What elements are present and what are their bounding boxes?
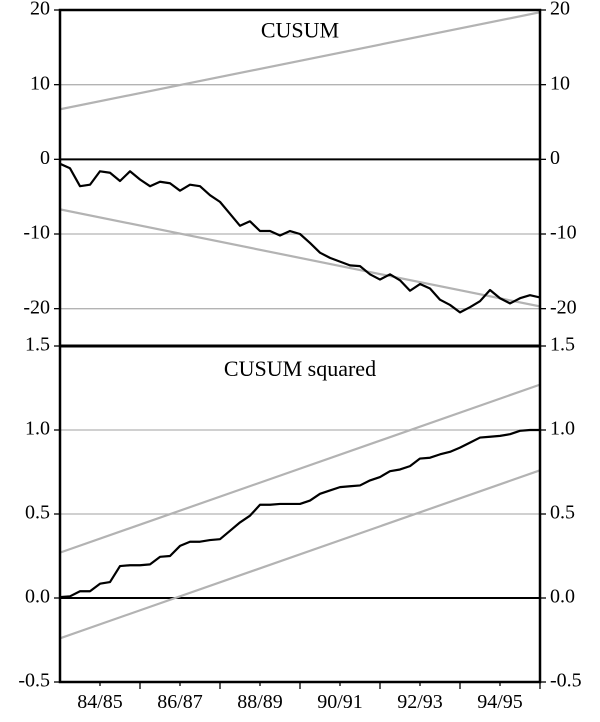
y-tick-label-right: -20 xyxy=(550,296,577,318)
y-tick-label-left: 20 xyxy=(30,0,50,20)
y-tick-label-left: 1.0 xyxy=(25,418,50,440)
y-tick-label-right: 0 xyxy=(550,147,560,169)
panel-title-cusum: CUSUM xyxy=(261,17,339,42)
y-tick-label-right: 0.0 xyxy=(550,586,575,608)
y-tick-label-right: 10 xyxy=(550,72,570,94)
y-tick-label-left: -0.5 xyxy=(18,670,50,692)
cusum-test-chart: CUSUM -20 -20 -10 -10 0 0 10 10 20 20 CUSUM squared… xyxy=(0,0,600,722)
y-tick-label-left: 0 xyxy=(40,147,50,169)
x-tick-label: 94/95 xyxy=(477,691,523,713)
y-tick-label-left: 10 xyxy=(30,72,50,94)
chart-svg: CUSUM -20 -20 -10 -10 0 0 10 10 20 20 CUSUM squared… xyxy=(0,0,600,722)
y-tick-label-right: 1.0 xyxy=(550,418,575,440)
y-tick-label-left: 0.0 xyxy=(25,586,50,608)
y-tick-label-right: -0.5 xyxy=(550,670,582,692)
y-tick-label-right: 0.5 xyxy=(550,502,575,524)
y-tick-label-right: 1.5 xyxy=(550,334,575,356)
y-tick-label-left: 1.5 xyxy=(25,334,50,356)
x-tick-label: 84/85 xyxy=(77,691,123,713)
panel-title-cusum_squared: CUSUM squared xyxy=(224,356,376,381)
x-tick-label: 88/89 xyxy=(237,691,283,713)
y-tick-label-left: 0.5 xyxy=(25,502,50,524)
y-tick-label-left: -10 xyxy=(23,222,50,244)
y-tick-label-right: -10 xyxy=(550,222,577,244)
y-tick-label-right: 20 xyxy=(550,0,570,20)
x-tick-label: 90/91 xyxy=(317,691,363,713)
x-tick-label: 92/93 xyxy=(397,691,443,713)
y-tick-label-left: -20 xyxy=(23,296,50,318)
x-tick-label: 86/87 xyxy=(157,691,203,713)
